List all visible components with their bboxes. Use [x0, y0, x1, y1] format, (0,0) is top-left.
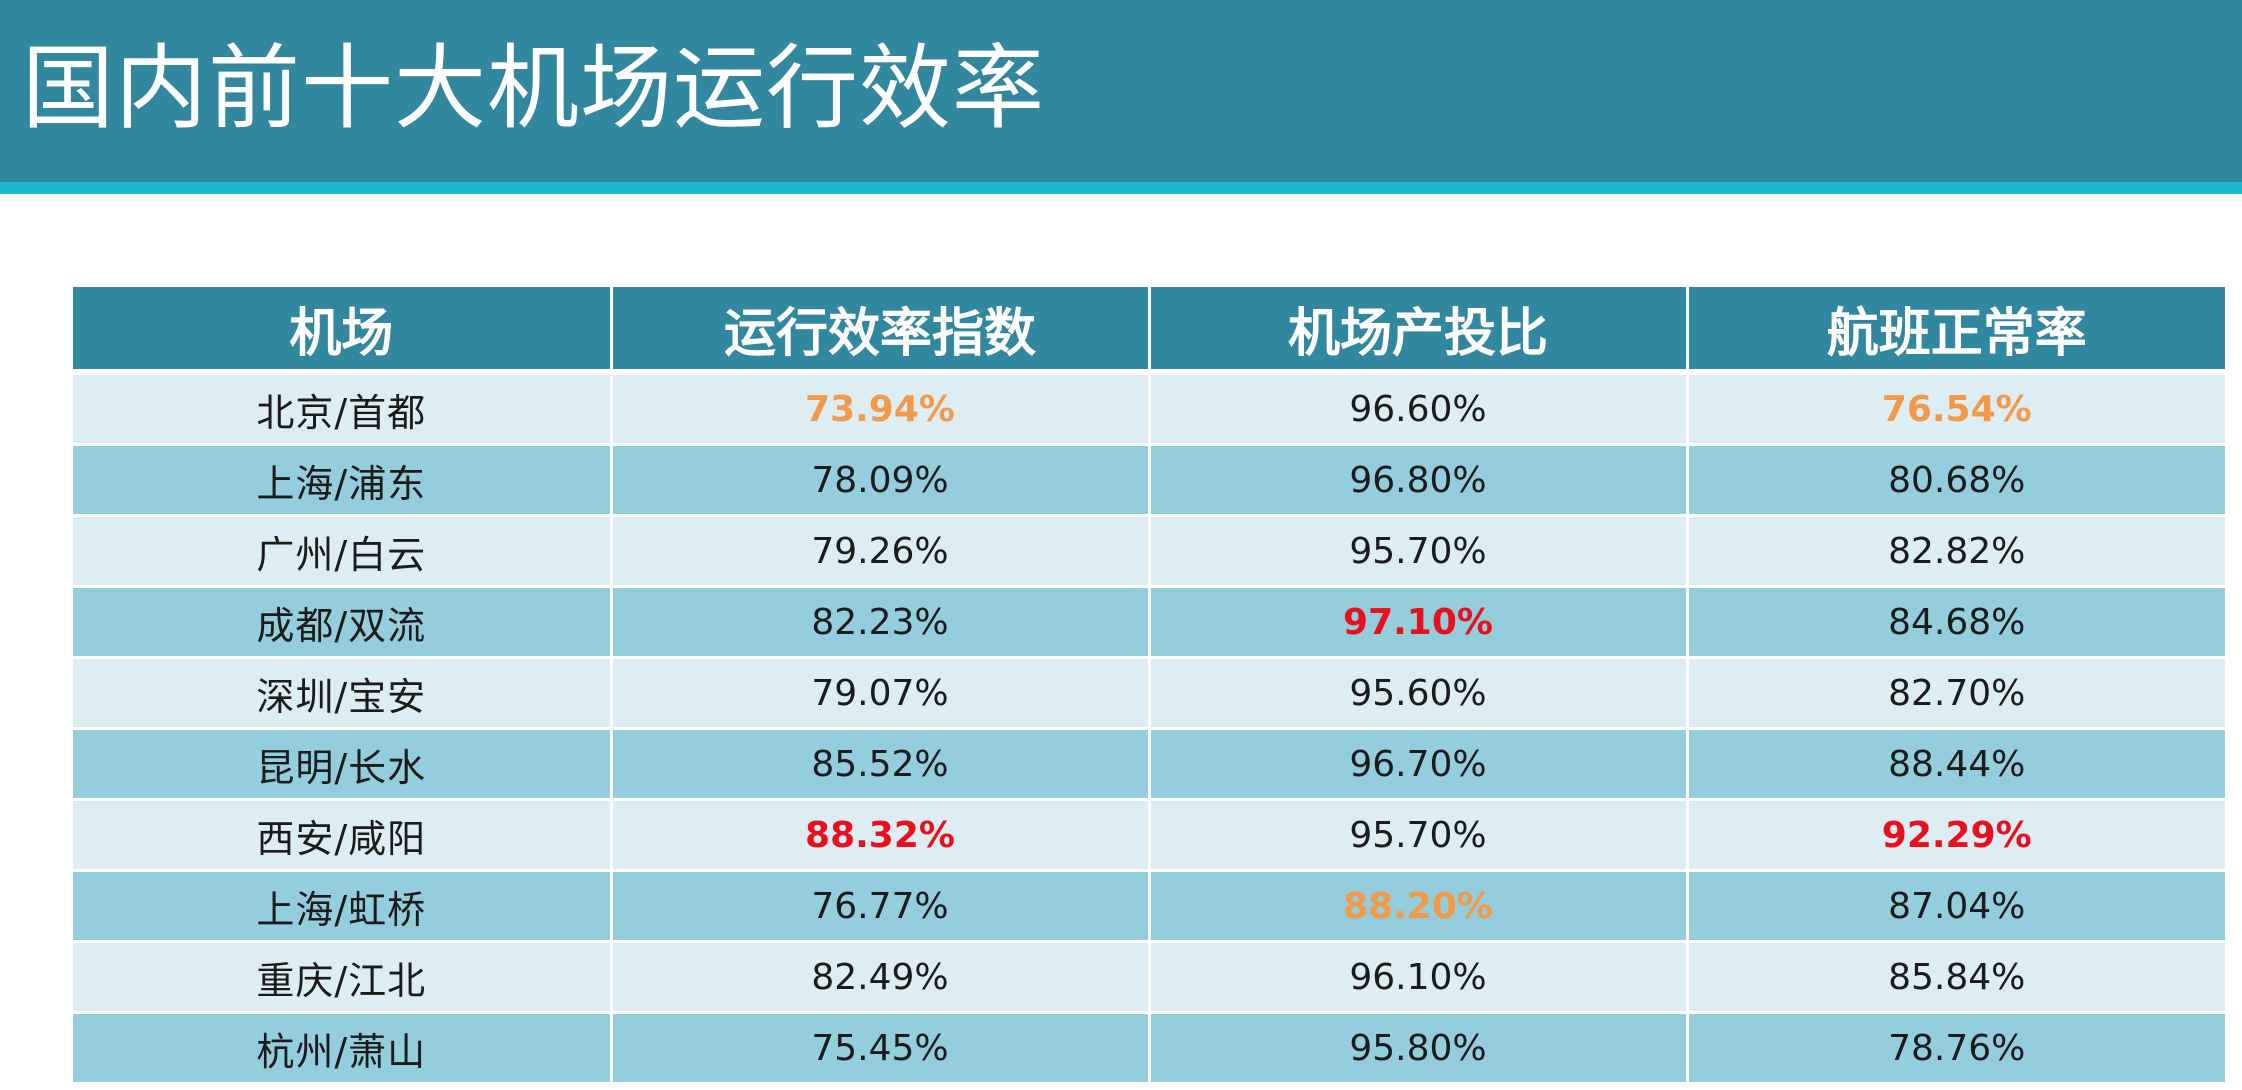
header-row: 机场 运行效率指数 机场产投比 航班正常率: [73, 287, 2225, 375]
cell-airport: 上海/浦东: [73, 444, 613, 517]
cell-on-time-rate: 78.76%: [1685, 1012, 2225, 1085]
cell-airport: 成都/双流: [73, 586, 613, 659]
table-row: 上海/虹桥 76.77% 88.20% 87.04%: [73, 870, 2225, 943]
cell-on-time-rate: 85.84%: [1685, 941, 2225, 1014]
table-row: 上海/浦东 78.09% 96.80% 80.68%: [73, 444, 2225, 517]
cell-airport: 北京/首都: [73, 372, 613, 446]
cell-input-output-ratio: 96.80%: [1147, 444, 1689, 517]
cell-efficiency-index: 85.52%: [609, 728, 1151, 801]
table-row: 北京/首都 73.94% 96.60% 76.54%: [73, 372, 2225, 446]
cell-efficiency-index: 79.26%: [609, 515, 1151, 588]
header-efficiency-index: 运行效率指数: [609, 287, 1151, 375]
cell-airport: 重庆/江北: [73, 941, 613, 1014]
table-row: 广州/白云 79.26% 95.70% 82.82%: [73, 515, 2225, 588]
table-row: 成都/双流 82.23% 97.10% 84.68%: [73, 586, 2225, 659]
cell-efficiency-index: 82.49%: [609, 941, 1151, 1014]
cell-efficiency-index: 82.23%: [609, 586, 1151, 659]
cell-input-output-ratio: 95.70%: [1147, 799, 1689, 872]
cell-input-output-ratio: 95.70%: [1147, 515, 1689, 588]
cell-airport: 深圳/宝安: [73, 657, 613, 730]
cell-on-time-rate: 80.68%: [1685, 444, 2225, 517]
cell-input-output-ratio: 95.80%: [1147, 1012, 1689, 1085]
airport-efficiency-table: 机场 运行效率指数 机场产投比 航班正常率 北京/首都 73.94% 96.60% 7…: [73, 287, 2225, 1085]
page-title: 国内前十大机场运行效率: [22, 35, 1046, 142]
header-on-time-rate: 航班正常率: [1685, 287, 2225, 375]
header-airport: 机场: [73, 287, 613, 375]
cell-efficiency-index: 78.09%: [609, 444, 1151, 517]
cell-input-output-ratio: 96.70%: [1147, 728, 1689, 801]
cell-airport: 广州/白云: [73, 515, 613, 588]
table-row: 昆明/长水 85.52% 96.70% 88.44%: [73, 728, 2225, 801]
cell-on-time-rate: 87.04%: [1685, 870, 2225, 943]
table-row: 重庆/江北 82.49% 96.10% 85.84%: [73, 941, 2225, 1014]
table-row: 深圳/宝安 79.07% 95.60% 82.70%: [73, 657, 2225, 730]
cell-on-time-rate: 82.82%: [1685, 515, 2225, 588]
data-table: 机场 运行效率指数 机场产投比 航班正常率 北京/首都 73.94% 96.60% 7…: [73, 287, 2225, 1085]
cell-input-output-ratio: 96.60%: [1147, 372, 1689, 446]
table-row: 西安/咸阳 88.32% 95.70% 92.29%: [73, 799, 2225, 872]
cell-on-time-rate: 92.29%: [1685, 799, 2225, 872]
cell-on-time-rate: 76.54%: [1685, 372, 2225, 446]
cell-input-output-ratio: 88.20%: [1147, 870, 1689, 943]
cell-on-time-rate: 82.70%: [1685, 657, 2225, 730]
cell-input-output-ratio: 96.10%: [1147, 941, 1689, 1014]
cell-on-time-rate: 84.68%: [1685, 586, 2225, 659]
header-input-output-ratio: 机场产投比: [1147, 287, 1689, 375]
cell-efficiency-index: 73.94%: [609, 372, 1151, 446]
table-body: 北京/首都 73.94% 96.60% 76.54% 上海/浦东 78.09% 96.80%…: [73, 372, 2225, 1085]
cell-airport: 杭州/萧山: [73, 1012, 613, 1085]
cell-input-output-ratio: 97.10%: [1147, 586, 1689, 659]
table-row: 杭州/萧山 75.45% 95.80% 78.76%: [73, 1012, 2225, 1085]
title-accent-stripe: [0, 182, 2242, 194]
cell-efficiency-index: 88.32%: [609, 799, 1151, 872]
cell-airport: 昆明/长水: [73, 728, 613, 801]
cell-airport: 西安/咸阳: [73, 799, 613, 872]
cell-airport: 上海/虹桥: [73, 870, 613, 943]
cell-efficiency-index: 76.77%: [609, 870, 1151, 943]
cell-on-time-rate: 88.44%: [1685, 728, 2225, 801]
table-header: 机场 运行效率指数 机场产投比 航班正常率: [73, 287, 2225, 375]
cell-efficiency-index: 79.07%: [609, 657, 1151, 730]
cell-efficiency-index: 75.45%: [609, 1012, 1151, 1085]
cell-input-output-ratio: 95.60%: [1147, 657, 1689, 730]
title-bar: 国内前十大机场运行效率: [0, 0, 2242, 182]
